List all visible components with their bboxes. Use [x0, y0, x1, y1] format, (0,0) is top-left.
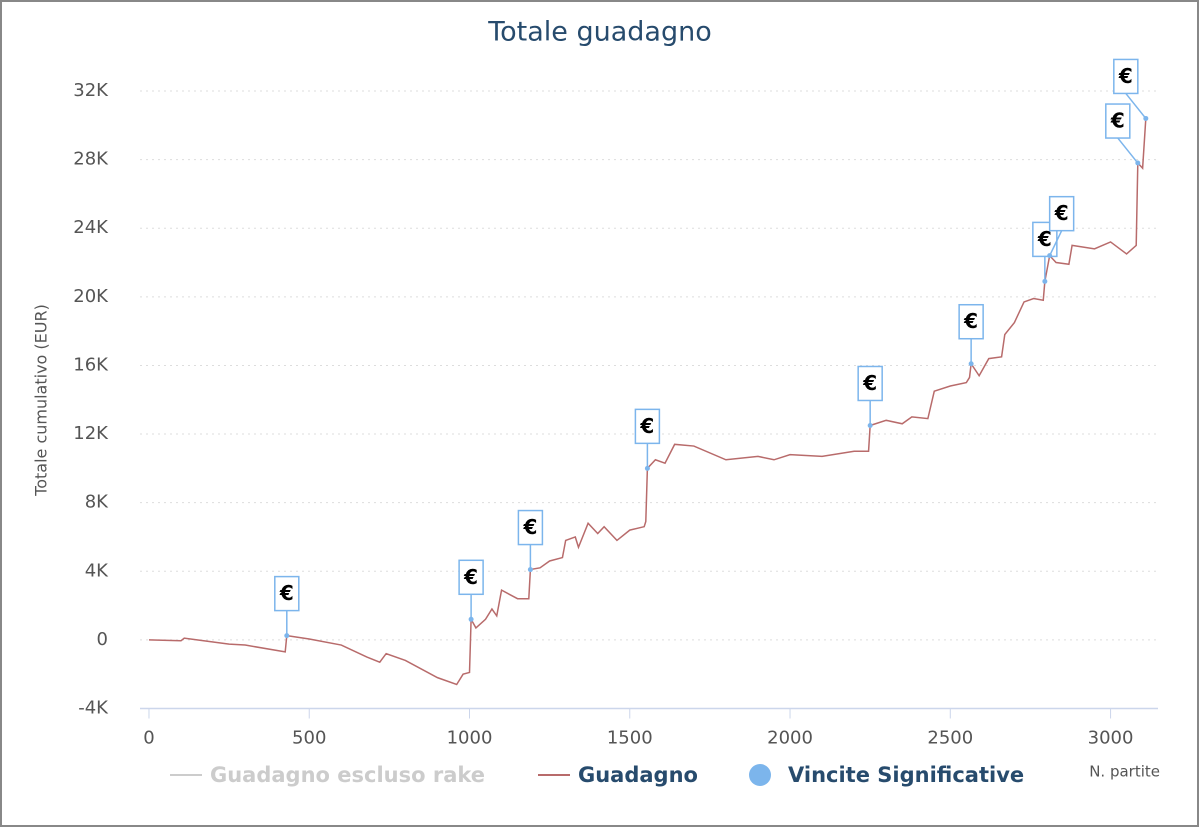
x-tick-label: 0: [143, 728, 154, 749]
y-axis-title: Totale cumulativo (EUR): [32, 304, 51, 497]
flag-box: [958, 303, 984, 340]
flag-box: [1113, 58, 1139, 95]
point: [284, 633, 290, 639]
flag-box: [634, 408, 661, 445]
flag-label: €: [463, 565, 478, 589]
legend-label: Vincite Significative: [788, 763, 1024, 787]
flag-box: [857, 365, 883, 402]
point: [1143, 115, 1149, 121]
y-tick-label: 0: [97, 629, 108, 650]
flag-box: [1048, 195, 1075, 232]
flag-box: [458, 559, 484, 596]
y-tick-label: 32K: [73, 80, 109, 101]
flag-stem: [1048, 230, 1063, 256]
y-tick-label: 8K: [85, 492, 109, 513]
y-tick-label: 20K: [73, 286, 109, 307]
point: [867, 422, 873, 428]
flag-box: [274, 575, 300, 612]
point: [527, 567, 533, 573]
legend-label: Guadagno: [578, 763, 698, 787]
y-tick-label: 24K: [73, 217, 109, 238]
flag-label: €: [1118, 64, 1133, 88]
flag-label: €: [639, 414, 654, 438]
x-tick-label: 2500: [927, 728, 973, 749]
point: [1047, 253, 1053, 259]
flag-label: €: [522, 515, 537, 539]
x-tick-label: 2000: [767, 728, 813, 749]
y-tick-label: 16K: [73, 354, 109, 375]
y-tick-label: 4K: [85, 560, 109, 581]
x-tick-label: 1500: [607, 728, 653, 749]
flag-label: €: [1037, 227, 1052, 251]
point: [1135, 160, 1141, 166]
flag-label: €: [1110, 109, 1125, 133]
flag-label: €: [279, 581, 294, 605]
y-tick-label: 28K: [73, 149, 109, 170]
flag-label: €: [963, 309, 978, 333]
legend-symbol: [749, 764, 771, 786]
x-tick-label: 500: [292, 728, 326, 749]
flag-stem: [1125, 92, 1147, 119]
x-tick-label: 3000: [1088, 728, 1134, 749]
point: [1042, 278, 1048, 284]
point: [968, 361, 974, 367]
flag-box: [517, 509, 544, 546]
flag-box: [1105, 103, 1131, 139]
x-tick-label: 1000: [447, 728, 493, 749]
flag-label: €: [862, 371, 877, 395]
flag-stem: [1117, 137, 1139, 164]
flag-label: €: [1054, 201, 1069, 225]
y-tick-label: 12K: [73, 423, 109, 444]
chart-title: Totale guadagno: [487, 17, 712, 48]
x-axis-title: N. partite: [1089, 763, 1160, 781]
point: [468, 616, 474, 622]
point: [644, 465, 650, 471]
legend-label: Guadagno escluso rake: [210, 763, 485, 787]
y-tick-label: -4K: [78, 698, 109, 719]
